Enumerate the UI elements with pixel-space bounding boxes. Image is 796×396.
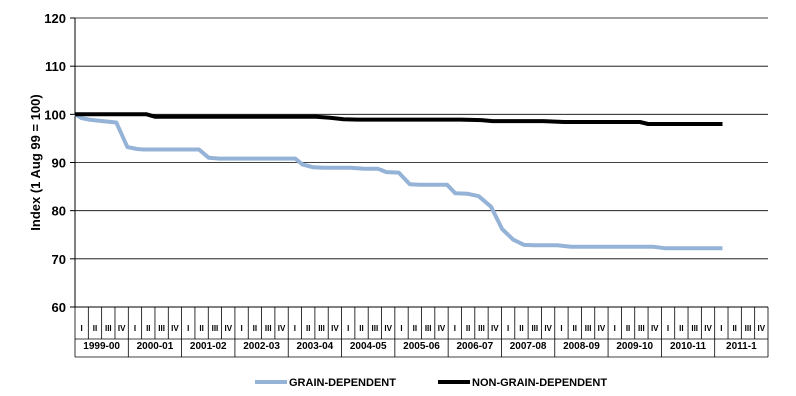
x-quarter-label: III — [745, 324, 752, 333]
x-quarter-label: III — [585, 324, 592, 333]
x-year-label: 2002-03 — [243, 341, 280, 352]
x-quarter-label: III — [638, 324, 645, 333]
x-quarter-label: III — [105, 324, 112, 333]
x-quarter-label: III — [425, 324, 432, 333]
x-quarter-label: II — [146, 324, 150, 333]
x-quarter-label: I — [347, 324, 349, 333]
series-line — [74, 112, 723, 251]
x-quarter-label: II — [413, 324, 417, 333]
x-quarter-label: I — [720, 324, 722, 333]
x-quarter-label: II — [253, 324, 257, 333]
x-quarter-label: IV — [704, 324, 712, 333]
x-quarter-label: II — [306, 324, 310, 333]
x-quarter-label: III — [478, 324, 485, 333]
x-quarter-label: IV — [224, 324, 232, 333]
x-quarter-label: III — [372, 324, 379, 333]
x-quarter-label: I — [454, 324, 456, 333]
y-tick-label: 80 — [52, 204, 66, 219]
x-year-label: 2011-1 — [726, 341, 757, 352]
x-quarter-label: I — [614, 324, 616, 333]
x-quarter-label: I — [294, 324, 296, 333]
x-quarter-label: III — [265, 324, 272, 333]
x-year-label: 2010-11 — [670, 341, 707, 352]
legend: GRAIN-DEPENDENT NON-GRAIN-DEPENDENT — [255, 377, 607, 389]
x-quarter-label: IV — [171, 324, 179, 333]
x-year-label: 2007-08 — [510, 341, 547, 352]
series-line — [75, 112, 723, 126]
x-quarter-label: IV — [278, 324, 286, 333]
x-year-label: 2001-02 — [190, 341, 227, 352]
x-quarter-label: II — [466, 324, 470, 333]
x-quarter-label: II — [359, 324, 363, 333]
x-year-label: 1999-00 — [83, 341, 120, 352]
x-quarter-label: III — [691, 324, 698, 333]
x-year-label: 2000-01 — [137, 341, 174, 352]
x-quarter-label: IV — [331, 324, 339, 333]
x-quarter-label: IV — [598, 324, 606, 333]
x-quarter-label: I — [240, 324, 242, 333]
x-quarter-label: I — [507, 324, 509, 333]
x-quarter-label: III — [158, 324, 165, 333]
x-quarter-label: IV — [491, 324, 499, 333]
y-axis-label: Index (1 Aug 99 = 100) — [28, 94, 43, 230]
x-quarter-label: I — [134, 324, 136, 333]
x-quarter-label: III — [531, 324, 538, 333]
x-quarter-label: IV — [758, 324, 766, 333]
gridlines — [74, 17, 768, 308]
y-tick-label: 60 — [52, 300, 66, 315]
legend-label: GRAIN-DEPENDENT — [289, 377, 396, 389]
x-year-label: 2004-05 — [350, 341, 387, 352]
y-tick-label: 70 — [52, 252, 66, 267]
x-quarter-label: I — [400, 324, 402, 333]
x-quarter-label: IV — [544, 324, 552, 333]
y-tick-label: 120 — [44, 11, 66, 26]
x-quarter-label: II — [199, 324, 203, 333]
y-tick-label: 100 — [44, 107, 66, 122]
x-year-label: 2009-10 — [616, 341, 653, 352]
x-year-label: 2008-09 — [563, 341, 600, 352]
x-quarter-label: I — [81, 324, 83, 333]
x-quarter-label: IV — [438, 324, 446, 333]
x-quarter-label: II — [93, 324, 97, 333]
x-quarter-label: II — [732, 324, 736, 333]
x-quarter-label: II — [679, 324, 683, 333]
x-quarter-label: I — [187, 324, 189, 333]
x-quarter-label: IV — [118, 324, 126, 333]
x-quarter-label: I — [560, 324, 562, 333]
x-year-label: 2005-06 — [403, 341, 440, 352]
y-tick-label: 90 — [52, 156, 66, 171]
x-quarter-label: II — [626, 324, 630, 333]
x-quarter-label: II — [519, 324, 523, 333]
legend-label: NON-GRAIN-DEPENDENT — [472, 377, 607, 389]
series-lines — [74, 112, 723, 251]
x-quarter-label: III — [212, 324, 219, 333]
y-axis-ticks: 60 70 80 90 100 110 120 — [44, 11, 75, 315]
x-axis: I II III IV I II III IV I II III IV I II III IV I II III IV… — [74, 307, 769, 358]
x-year-label: 2006-07 — [456, 341, 493, 352]
x-quarter-label: I — [667, 324, 669, 333]
x-quarter-label: IV — [651, 324, 659, 333]
x-quarter-label: III — [318, 324, 325, 333]
x-year-label: 2003-04 — [297, 341, 334, 352]
x-quarter-label: II — [573, 324, 577, 333]
y-tick-label: 110 — [45, 59, 66, 74]
x-quarter-label: IV — [384, 324, 392, 333]
